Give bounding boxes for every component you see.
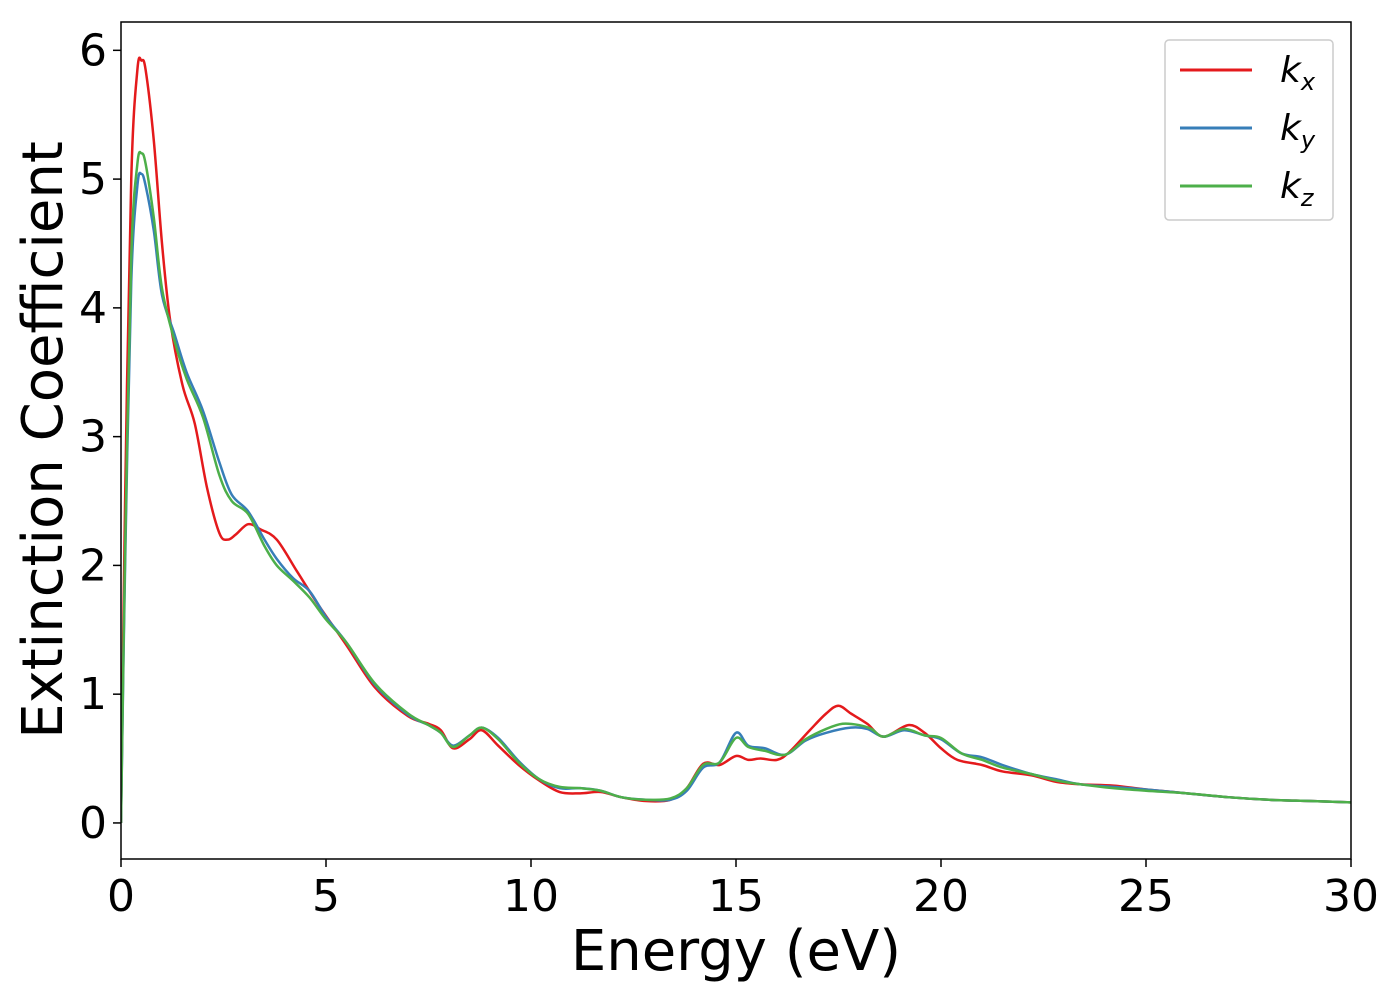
y-tick-label: 3	[79, 412, 107, 463]
y-tick-label: 5	[79, 154, 107, 205]
y-tick-label: 4	[79, 283, 107, 334]
x-tick-label: 25	[1118, 871, 1174, 922]
x-tick-label: 5	[312, 871, 340, 922]
y-tick-label: 6	[79, 25, 107, 76]
x-axis-label: Energy (eV)	[571, 919, 901, 984]
series-lines	[121, 56, 1351, 823]
legend-box	[1164, 39, 1334, 221]
legend-label-ky: ky	[1280, 108, 1316, 154]
y-axis-label: Extinction Coefficient	[11, 141, 76, 739]
series-line-kx	[121, 56, 1351, 823]
x-tick-label: 10	[503, 871, 559, 922]
x-tick-label: 20	[913, 871, 969, 922]
y-tick-label: 2	[79, 540, 107, 591]
y-tick-label: 0	[79, 798, 107, 849]
x-tick-label: 0	[107, 871, 135, 922]
series-line-ky	[121, 171, 1351, 823]
legend-entries: kx ky kz	[1180, 50, 1316, 212]
y-tick-label: 1	[79, 669, 107, 720]
x-tick-label: 15	[708, 871, 764, 922]
y-axis-ticks: 0 1 2 3 4 5 6	[79, 25, 121, 849]
series-line-kz	[121, 150, 1351, 823]
legend-label-kx: kx	[1280, 50, 1316, 96]
x-tick-label: 30	[1323, 871, 1379, 922]
x-axis-ticks: 0 5 10 15 20 25 30	[107, 859, 1379, 922]
legend: kx ky kz	[1164, 39, 1334, 221]
legend-label-kz: kz	[1280, 166, 1315, 212]
